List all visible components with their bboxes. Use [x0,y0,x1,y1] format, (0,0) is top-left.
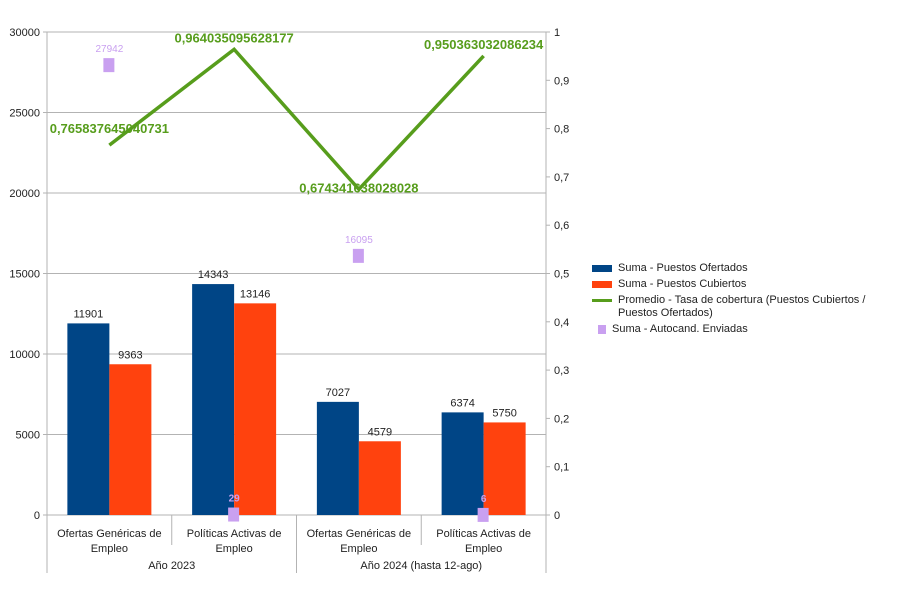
y-right-tick-label: 0,8 [554,124,569,136]
bar-data-label: 13146 [240,288,271,300]
bar-data-label: 4579 [368,426,392,438]
legend-item: Suma - Puestos Ofertados [592,262,892,275]
line-series [108,46,485,192]
y-left-tick-label: 10000 [9,349,40,361]
legend-label: Suma - Puestos Ofertados [618,262,748,274]
y-left-tick-label: 30000 [9,27,40,39]
y-right-tick-label: 0,5 [554,269,569,281]
x-tick-label: Políticas Activas de [436,528,531,540]
y-left-tick-label: 0 [34,510,40,522]
y-left-tick-label: 20000 [9,188,40,200]
scatter-point [228,507,240,522]
legend-swatch [592,299,612,302]
legend-label: Suma - Autocand. Enviadas [612,323,748,335]
x-tick-label: Empleo [215,543,252,555]
x-tick-label: Empleo [340,543,377,555]
y-right-tick-label: 0 [554,510,560,522]
line-data-label: 0,765837645040731 [50,121,169,136]
legend-swatch [592,281,612,288]
x-tick-label: Ofertas Genéricas de [307,528,412,540]
bar-data-label: 6374 [450,397,474,409]
x-tick-label: Ofertas Genéricas de [57,528,162,540]
bar-data-label: 9363 [118,349,142,361]
x-tick-label: Políticas Activas de [187,528,282,540]
legend-item: Suma - Autocand. Enviadas [592,323,892,336]
legend-item: Promedio - Tasa de cobertura (Puestos Cu… [592,294,892,320]
y-left-tick-label: 5000 [16,430,40,442]
line-data-label: 0,674341638028028 [299,180,418,195]
scatter-data-label: 27942 [95,44,123,55]
bar [109,364,152,515]
y-right-tick-label: 0,4 [554,317,569,329]
line-data-label: 0,964035095628177 [174,30,293,45]
y-right-tick-label: 1 [554,27,560,39]
bar-data-label: 5750 [492,407,516,419]
y-right-tick-label: 0,6 [554,220,569,232]
legend-item: Suma - Puestos Cubiertos [592,278,892,291]
bar [234,303,277,515]
scatter-point [352,248,364,263]
bar [358,441,401,515]
y-right-tick-label: 0,1 [554,462,569,474]
bar [192,284,235,515]
bar [316,401,359,515]
x-group-label: Año 2024 (hasta 12-ago) [360,560,482,572]
y-right-tick-label: 0,3 [554,365,569,377]
scatter-data-label: 29 [229,494,241,505]
x-tick-label: Empleo [91,543,128,555]
y-left-tick-label: 15000 [9,269,40,281]
line-data-label: 0,950363032086234 [424,37,544,52]
x-tick-label: Empleo [465,543,502,555]
bar-data-label: 7027 [326,387,350,399]
legend-label: Suma - Puestos Cubiertos [618,278,747,290]
scatter-point [477,507,489,522]
bar-data-label: 11901 [73,308,103,320]
legend-swatch [598,325,606,334]
legend: Suma - Puestos Ofertados Suma - Puestos C… [592,262,892,339]
bar [67,323,110,515]
y-right-tick-label: 0,9 [554,75,569,87]
scatter-data-label: 6 [481,494,487,505]
x-group-label: Año 2023 [148,560,195,572]
scatter-data-label: 16095 [345,235,373,246]
bar [483,422,526,515]
legend-swatch [592,265,612,272]
y-left-tick-label: 25000 [9,108,40,120]
bar-data-label: 14343 [198,269,229,281]
y-right-tick-label: 0,2 [554,413,569,425]
y-right-tick-label: 0,7 [554,172,569,184]
scatter-point [103,58,115,73]
bar [441,412,484,515]
legend-label: Promedio - Tasa de cobertura (Puestos Cu… [618,294,866,319]
